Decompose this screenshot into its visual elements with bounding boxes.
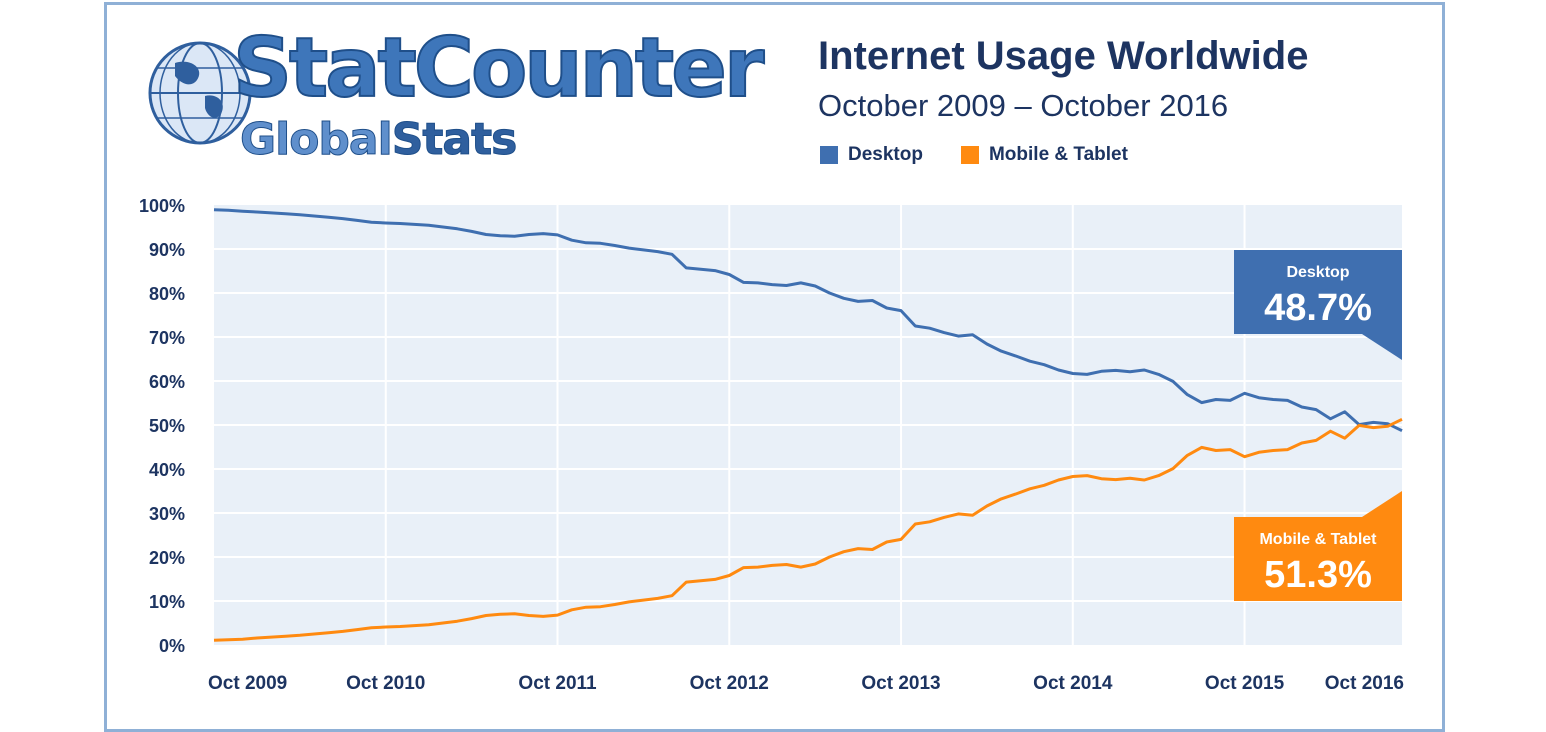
y-tick-label: 90%: [149, 240, 185, 260]
x-tick-label: Oct 2016: [1325, 673, 1404, 694]
y-tick-label: 100%: [139, 196, 185, 216]
y-tick-label: 0%: [159, 636, 185, 656]
mobile-callout-value: 51.3%: [1264, 554, 1372, 596]
chart-title: Internet Usage Worldwide: [818, 34, 1309, 78]
y-tick-label: 60%: [149, 372, 185, 392]
desktop-callout-pointer: [1362, 334, 1402, 360]
legend-swatch-mobile: [960, 146, 979, 164]
x-tick-label: Oct 2010: [346, 673, 425, 694]
legend-item-desktop: Desktop: [820, 144, 923, 166]
desktop-callout-value: 48.7%: [1264, 287, 1372, 329]
legend-label-mobile: Mobile & Tablet: [988, 144, 1128, 165]
logo-wordmark: StatCounter: [232, 21, 765, 116]
statcounter-logo: StatCounter GlobalStats: [145, 27, 765, 170]
y-tick-label: 40%: [149, 460, 185, 480]
x-tick-label: Oct 2013: [861, 673, 940, 694]
mobile-series-line: [213, 417, 1403, 642]
chart-subtitle: October 2009 – October 2016: [818, 88, 1229, 123]
mobile-callout-label: Mobile & Tablet: [1259, 531, 1377, 548]
logo-subwordmark: GlobalStats: [240, 117, 518, 162]
legend-swatch-desktop: [820, 146, 838, 164]
x-tick-label: Oct 2015: [1205, 673, 1285, 694]
y-tick-label: 20%: [149, 548, 185, 568]
desktop-callout-label: Desktop: [1286, 264, 1349, 281]
desktop-series-line: [213, 208, 1403, 433]
x-tick-label: Oct 2009: [208, 673, 287, 694]
y-tick-label: 70%: [149, 328, 185, 348]
mobile-callout-pointer: [1362, 491, 1402, 517]
logo-stats-text: Stats: [391, 114, 518, 165]
x-tick-label: Oct 2012: [690, 673, 769, 694]
y-tick-label: 80%: [149, 284, 185, 304]
mobile-callout-box: [1234, 517, 1402, 601]
y-tick-label: 50%: [149, 416, 185, 436]
legend-item-mobile: Mobile & Tablet: [960, 144, 1128, 166]
chart-legend: Desktop Mobile & Tablet: [820, 144, 1128, 166]
x-tick-label: Oct 2011: [518, 673, 597, 694]
logo-global-text: Global: [240, 114, 394, 165]
y-tick-label: 30%: [149, 504, 185, 524]
globe-icon: [148, 41, 252, 145]
x-tick-label: Oct 2014: [1033, 673, 1113, 694]
y-tick-label: 10%: [149, 592, 185, 612]
legend-label-desktop: Desktop: [848, 144, 923, 165]
desktop-callout-box: [1234, 250, 1402, 334]
